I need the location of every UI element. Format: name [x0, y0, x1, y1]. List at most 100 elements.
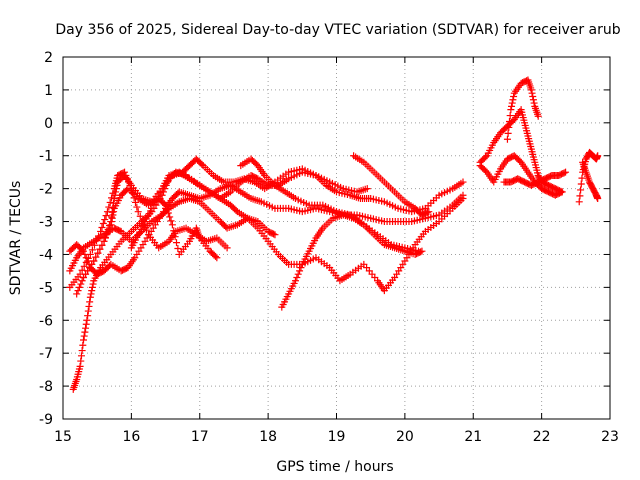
data-point: [134, 208, 142, 216]
data-point: [112, 185, 120, 193]
data-point: [148, 204, 156, 212]
data-point: [363, 185, 371, 193]
data-series: [503, 76, 542, 143]
data-point: [86, 293, 94, 301]
data-point: [104, 225, 112, 233]
data-point: [107, 218, 115, 226]
data-point: [291, 277, 299, 285]
data-point: [423, 208, 431, 216]
data-point: [105, 203, 113, 211]
y-tick-label: -1: [39, 149, 53, 165]
data-point: [84, 312, 92, 320]
data-point: [80, 332, 88, 340]
y-tick-label: -5: [39, 280, 53, 296]
data-point: [87, 290, 95, 298]
data-point: [123, 186, 131, 194]
data-point: [529, 96, 537, 104]
data-point: [171, 233, 179, 241]
data-point: [594, 152, 602, 160]
data-point: [110, 208, 118, 216]
data-point: [103, 229, 111, 237]
data-point: [83, 316, 91, 324]
data-point: [528, 89, 536, 97]
data-point: [270, 230, 278, 238]
data-point: [92, 253, 100, 261]
data-point: [509, 96, 517, 104]
data-point: [166, 213, 174, 221]
data-point: [108, 208, 116, 216]
y-tick-label: -9: [39, 412, 53, 428]
data-point: [75, 283, 83, 291]
data-series: [579, 158, 602, 203]
data-point: [78, 347, 86, 355]
data-point: [170, 227, 178, 235]
data-point: [293, 273, 301, 281]
data-point: [152, 196, 160, 204]
y-axis-label: SDTVAR / TECUs: [8, 181, 24, 296]
data-point: [88, 287, 96, 295]
data-point: [508, 99, 516, 107]
data-point: [503, 135, 511, 143]
data-point: [418, 247, 426, 255]
data-point: [88, 246, 96, 254]
data-point: [73, 290, 81, 298]
data-point: [507, 106, 515, 114]
data-point: [98, 241, 106, 249]
data-point: [534, 112, 542, 120]
data-point: [82, 320, 90, 328]
data-point: [93, 237, 101, 245]
x-tick-label: 20: [396, 429, 414, 445]
x-tick-label: 23: [601, 429, 619, 445]
data-point: [108, 214, 116, 222]
data-point: [112, 188, 120, 196]
data-point: [88, 283, 96, 291]
data-point: [84, 257, 92, 265]
data-point: [111, 191, 119, 199]
y-tick-label: -2: [39, 182, 53, 198]
data-point: [79, 341, 87, 349]
data-point: [82, 324, 90, 332]
data-point: [136, 212, 144, 220]
data-point: [78, 266, 86, 274]
x-tick-label: 15: [54, 429, 72, 445]
data-point: [198, 160, 206, 168]
x-tick-label: 17: [191, 429, 209, 445]
data-point: [213, 254, 221, 262]
data-point: [562, 168, 570, 176]
data-point: [530, 99, 538, 107]
data-point: [80, 262, 88, 270]
data-point: [576, 192, 584, 200]
data-point: [167, 217, 175, 225]
data-point: [80, 336, 88, 344]
data-point: [95, 232, 103, 240]
data-series: [127, 155, 371, 252]
data-point: [85, 302, 93, 310]
data-point: [142, 226, 150, 234]
data-point: [577, 186, 585, 194]
data-point: [459, 178, 467, 186]
data-point: [77, 280, 85, 288]
data-series: [237, 155, 423, 255]
data-point: [113, 181, 121, 189]
data-point: [297, 264, 305, 272]
y-tick-label: -8: [39, 379, 53, 395]
data-point: [156, 189, 164, 197]
data-point: [94, 249, 102, 257]
data-point: [577, 180, 585, 188]
data-point: [90, 241, 98, 249]
y-tick-label: 2: [44, 50, 53, 66]
data-point: [459, 191, 467, 199]
data-point: [76, 362, 84, 370]
data-point: [86, 298, 94, 306]
data-point: [133, 203, 141, 211]
x-tick-label: 19: [328, 429, 346, 445]
data-point: [110, 195, 118, 203]
data-point: [506, 112, 514, 120]
data-point: [529, 92, 537, 100]
data-point: [78, 277, 86, 285]
x-tick-label: 22: [533, 429, 551, 445]
data-point: [425, 208, 433, 216]
data-point: [101, 233, 109, 241]
data-series: [500, 168, 570, 189]
